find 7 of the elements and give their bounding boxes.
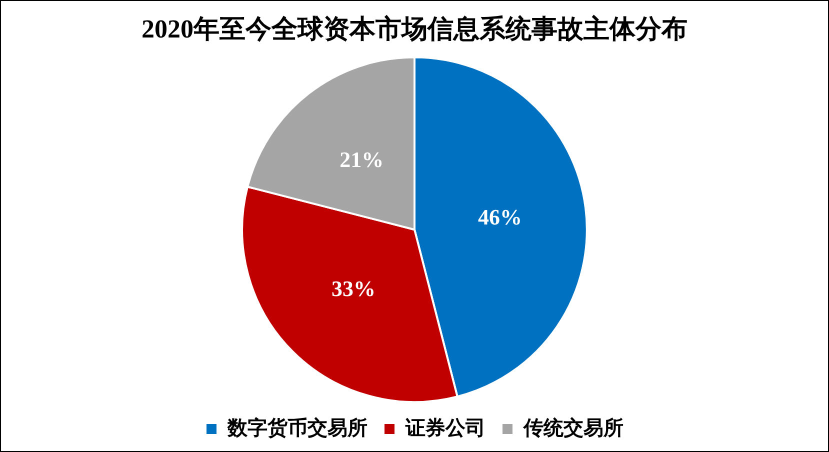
data-label: 21% [340, 147, 384, 172]
legend-label: 数字货币交易所 [226, 416, 368, 440]
legend-label: 证券公司 [404, 418, 486, 440]
data-label: 33% [332, 276, 376, 302]
chart-title: 2020年至今全球资本市场信息系统事故主体分布 [142, 14, 688, 44]
legend-label: 传统交易所 [522, 416, 624, 440]
data-label: 46% [478, 204, 522, 230]
